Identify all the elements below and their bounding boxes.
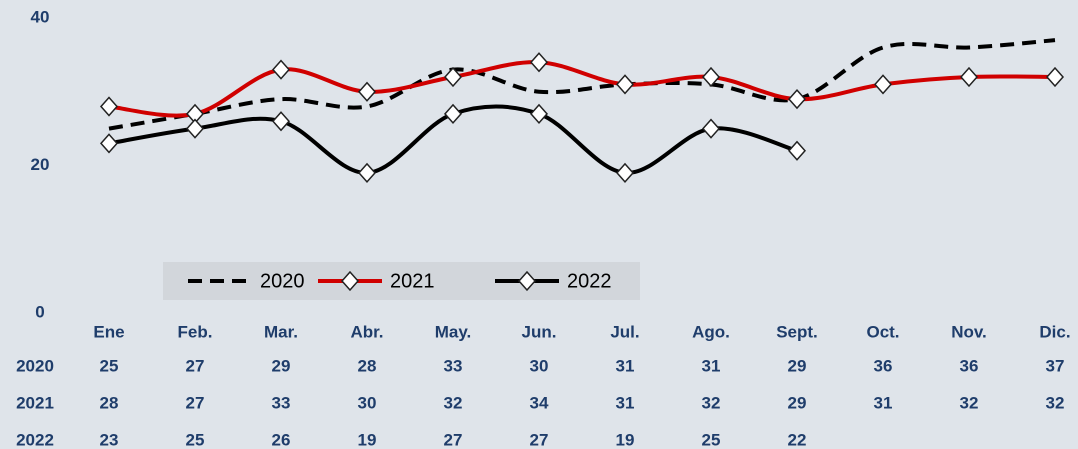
marker (615, 74, 635, 95)
marker (701, 66, 721, 88)
marker (529, 103, 549, 125)
table-cell: 34 (530, 393, 549, 412)
table-cell: 27 (186, 393, 205, 412)
marker (615, 162, 635, 184)
marker (529, 52, 549, 73)
table-cell: 31 (702, 356, 721, 375)
table-cell: 25 (702, 430, 721, 449)
y-tick-label: 20 (31, 155, 50, 174)
marker (443, 103, 463, 125)
x-tick-label: Abr. (350, 322, 383, 341)
marker (99, 96, 119, 117)
table-cell: 27 (186, 356, 205, 375)
table-cell: 36 (960, 356, 979, 375)
marker (517, 270, 537, 292)
marker (787, 140, 807, 161)
table-row-label: 2021 (16, 393, 54, 412)
marker (340, 270, 360, 292)
x-tick-label: Dic. (1039, 322, 1070, 341)
y-tick-label: 0 (35, 302, 44, 321)
table-cell: 28 (100, 393, 119, 412)
x-tick-label: Feb. (178, 322, 213, 341)
table-cell: 23 (100, 430, 119, 449)
marker (873, 74, 893, 95)
table-cell: 19 (616, 430, 635, 449)
table-cell: 22 (788, 430, 807, 449)
table-cell: 19 (358, 430, 377, 449)
x-tick-label: Oct. (866, 322, 899, 341)
table-cell: 33 (272, 393, 291, 412)
table-cell: 32 (1046, 393, 1065, 412)
legend-label: 2022 (567, 270, 612, 292)
table-row-label: 2020 (16, 356, 54, 375)
table-cell: 32 (960, 393, 979, 412)
table-cell: 29 (788, 356, 807, 375)
marker (443, 66, 463, 88)
x-tick-label: Ago. (692, 322, 730, 341)
table-cell: 26 (272, 430, 291, 449)
marker (357, 162, 377, 184)
x-tick-label: May. (435, 322, 472, 341)
table-cell: 31 (874, 393, 893, 412)
legend-label: 2021 (390, 270, 435, 292)
table-row-label: 2022 (16, 430, 54, 449)
marker (1045, 66, 1065, 88)
x-tick-label: Jun. (522, 322, 557, 341)
series-line (108, 38, 1056, 131)
x-tick-label: Jul. (610, 322, 639, 341)
table-cell: 32 (702, 393, 721, 412)
table-cell: 30 (530, 356, 549, 375)
x-tick-label: Nov. (951, 322, 987, 341)
table-cell: 30 (358, 393, 377, 412)
marker (701, 118, 721, 139)
marker (99, 133, 119, 154)
table-cell: 27 (530, 430, 549, 449)
marker (959, 66, 979, 88)
table-cell: 25 (100, 356, 119, 375)
x-tick-label: Mar. (264, 322, 298, 341)
table-cell: 32 (444, 393, 463, 412)
marker (185, 118, 205, 139)
table-cell: 27 (444, 430, 463, 449)
table-cell: 25 (186, 430, 205, 449)
marker (271, 111, 291, 132)
table-cell: 31 (616, 356, 635, 375)
table-cell: 36 (874, 356, 893, 375)
legend-label: 2020 (260, 270, 305, 292)
table-cell: 37 (1046, 356, 1065, 375)
table-cell: 31 (616, 393, 635, 412)
table-cell: 33 (444, 356, 463, 375)
marker (357, 81, 377, 102)
x-tick-label: Sept. (776, 322, 818, 341)
table-cell: 29 (788, 393, 807, 412)
table-cell: 29 (272, 356, 291, 375)
x-tick-label: Ene (93, 322, 124, 341)
table-cell: 28 (358, 356, 377, 375)
marker (787, 88, 807, 110)
marker (271, 59, 291, 80)
y-tick-label: 40 (31, 7, 50, 26)
